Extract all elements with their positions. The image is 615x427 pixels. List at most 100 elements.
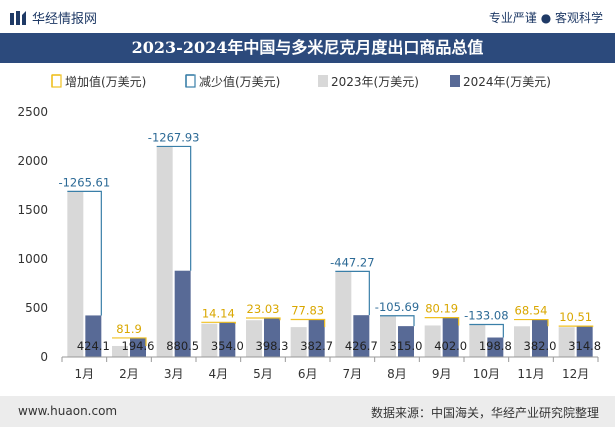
footer-url: www.huaon.com: [18, 404, 118, 418]
bar-2023: [246, 320, 262, 357]
decrease-marker: [469, 323, 504, 338]
value-label-2024: 314.8: [568, 339, 601, 353]
increase-marker: [558, 325, 594, 328]
increase-marker: [514, 318, 549, 327]
change-label: -133.08: [464, 308, 508, 322]
decrease-marker: [380, 315, 415, 327]
legend-2023-label: 2023年(万美元): [331, 75, 419, 89]
bar-2024: [398, 326, 414, 357]
bar-2023: [290, 327, 307, 357]
bar-2023: [67, 191, 84, 357]
bar-2023: [380, 315, 396, 357]
legend-2023: 2023年(万美元): [318, 75, 419, 89]
y-tick-label: 2000: [17, 154, 48, 168]
bar-2024: [308, 319, 325, 357]
change-label: 14.14: [202, 306, 235, 320]
legend-2024-swatch: [450, 75, 460, 87]
legend-decrease: 减少值(万美元): [185, 74, 280, 89]
value-label-2024: 426.7: [345, 339, 378, 353]
value-label-2024: 382.0: [524, 339, 557, 353]
slogan: 专业严谨 ● 客观科学: [488, 11, 603, 25]
value-label-2024: 198.8: [479, 339, 512, 353]
increase-marker: [246, 317, 281, 321]
value-label-2024: 354.0: [211, 339, 244, 353]
x-axis: 1月 2月 3月 4月 5月 6月 7月 8月 9月 10月 11月 12月: [61, 356, 599, 381]
decrease-marker: [67, 190, 102, 316]
bar-2023: [514, 326, 530, 357]
increase-marker: [201, 321, 236, 324]
bar-2023: [469, 324, 486, 357]
decrease-marker: [335, 270, 370, 316]
y-tick-label: 500: [25, 301, 48, 315]
decrease-marker: [156, 145, 192, 271]
bar-2023: [156, 146, 173, 357]
y-tick-label: 1000: [17, 252, 48, 266]
bar-2023: [335, 271, 352, 357]
x-tick-label: 6月: [298, 367, 318, 381]
legend: 增加值(万美元) 减少值(万美元) 2023年(万美元) 2024年(万美元): [51, 74, 551, 89]
footer: www.huaon.com 数据来源：中国海关，华经产业研究院整理: [0, 396, 615, 427]
increase-marker: [290, 318, 326, 328]
value-label-2024: 880.5: [166, 339, 199, 353]
x-tick-label: 9月: [432, 367, 452, 381]
bar-2024: [487, 337, 504, 357]
x-tick-label: 5月: [253, 367, 273, 381]
x-tick-label: 3月: [164, 367, 184, 381]
bar-2024: [442, 317, 459, 357]
y-tick-label: 1500: [17, 203, 48, 217]
x-tick-label: 4月: [209, 367, 229, 381]
bar-2024: [130, 337, 146, 357]
legend-increase-box: [51, 74, 62, 88]
y-axis: 0 500 1000 1500 2000 2500: [17, 105, 48, 364]
data-source: 数据来源：中国海关，华经产业研究院整理: [370, 406, 599, 420]
x-tick-label: 10月: [473, 367, 500, 381]
change-label: -105.69: [375, 300, 419, 314]
x-tick-label: 11月: [517, 367, 544, 381]
change-label: 81.9: [116, 322, 142, 336]
y-tick-label: 0: [40, 350, 48, 364]
x-tick-label: 1月: [75, 367, 95, 381]
bar-2024: [174, 270, 191, 357]
change-label: 10.51: [559, 310, 592, 324]
chart: 增加值(万美元) 减少值(万美元) 2023年(万美元) 2024年(万美元) 0 50…: [17, 74, 601, 381]
brand-logo-icon: [10, 10, 26, 25]
legend-increase: 增加值(万美元): [51, 74, 146, 89]
top-bar: 华经情报网 专业严谨 ● 客观科学: [0, 0, 615, 33]
legend-2024-label: 2024年(万美元): [463, 75, 551, 89]
x-tick-label: 7月: [343, 367, 363, 381]
change-label: 80.19: [425, 302, 458, 316]
increase-marker: [424, 317, 460, 326]
bar-2023: [558, 327, 575, 357]
bar-2024: [85, 315, 102, 357]
legend-increase-swatch: [51, 74, 60, 87]
legend-decrease-swatch: [185, 74, 194, 87]
value-label-2024: 398.3: [256, 339, 289, 353]
legend-increase-label: 增加值(万美元): [65, 74, 146, 89]
legend-2023-swatch: [318, 75, 328, 87]
brand-name: 华经情报网: [32, 12, 98, 27]
change-label: -1265.61: [58, 175, 110, 189]
change-label: 68.54: [515, 304, 548, 318]
bar-2023: [424, 325, 441, 357]
x-tick-label: 2月: [119, 367, 139, 381]
bar-2023: [112, 345, 128, 357]
bars: -1265.61 424.1 81.9 194.6 -1267.93 880.5 14.14…: [58, 130, 601, 357]
increase-marker: [112, 337, 147, 346]
legend-decrease-box: [185, 74, 196, 88]
bar-2023: [201, 323, 218, 357]
change-label: -447.27: [330, 255, 374, 269]
value-label-2024: 382.7: [300, 339, 333, 353]
bar-2024: [264, 317, 280, 357]
legend-decrease-label: 减少值(万美元): [199, 74, 280, 89]
brand: 华经情报网: [10, 8, 97, 27]
value-label-2024: 315.0: [390, 339, 423, 353]
legend-2024: 2024年(万美元): [450, 75, 551, 89]
bar-2024: [532, 319, 548, 357]
value-label-2024: 402.0: [434, 339, 467, 353]
chart-title: 2023-2024年中国与多米尼克月度出口商品总值: [0, 33, 615, 63]
change-label: -1267.93: [148, 130, 200, 144]
bar-2024: [353, 315, 370, 357]
x-tick-label: 8月: [387, 367, 407, 381]
y-tick-label: 2500: [17, 105, 48, 119]
bar-2024: [219, 322, 236, 357]
